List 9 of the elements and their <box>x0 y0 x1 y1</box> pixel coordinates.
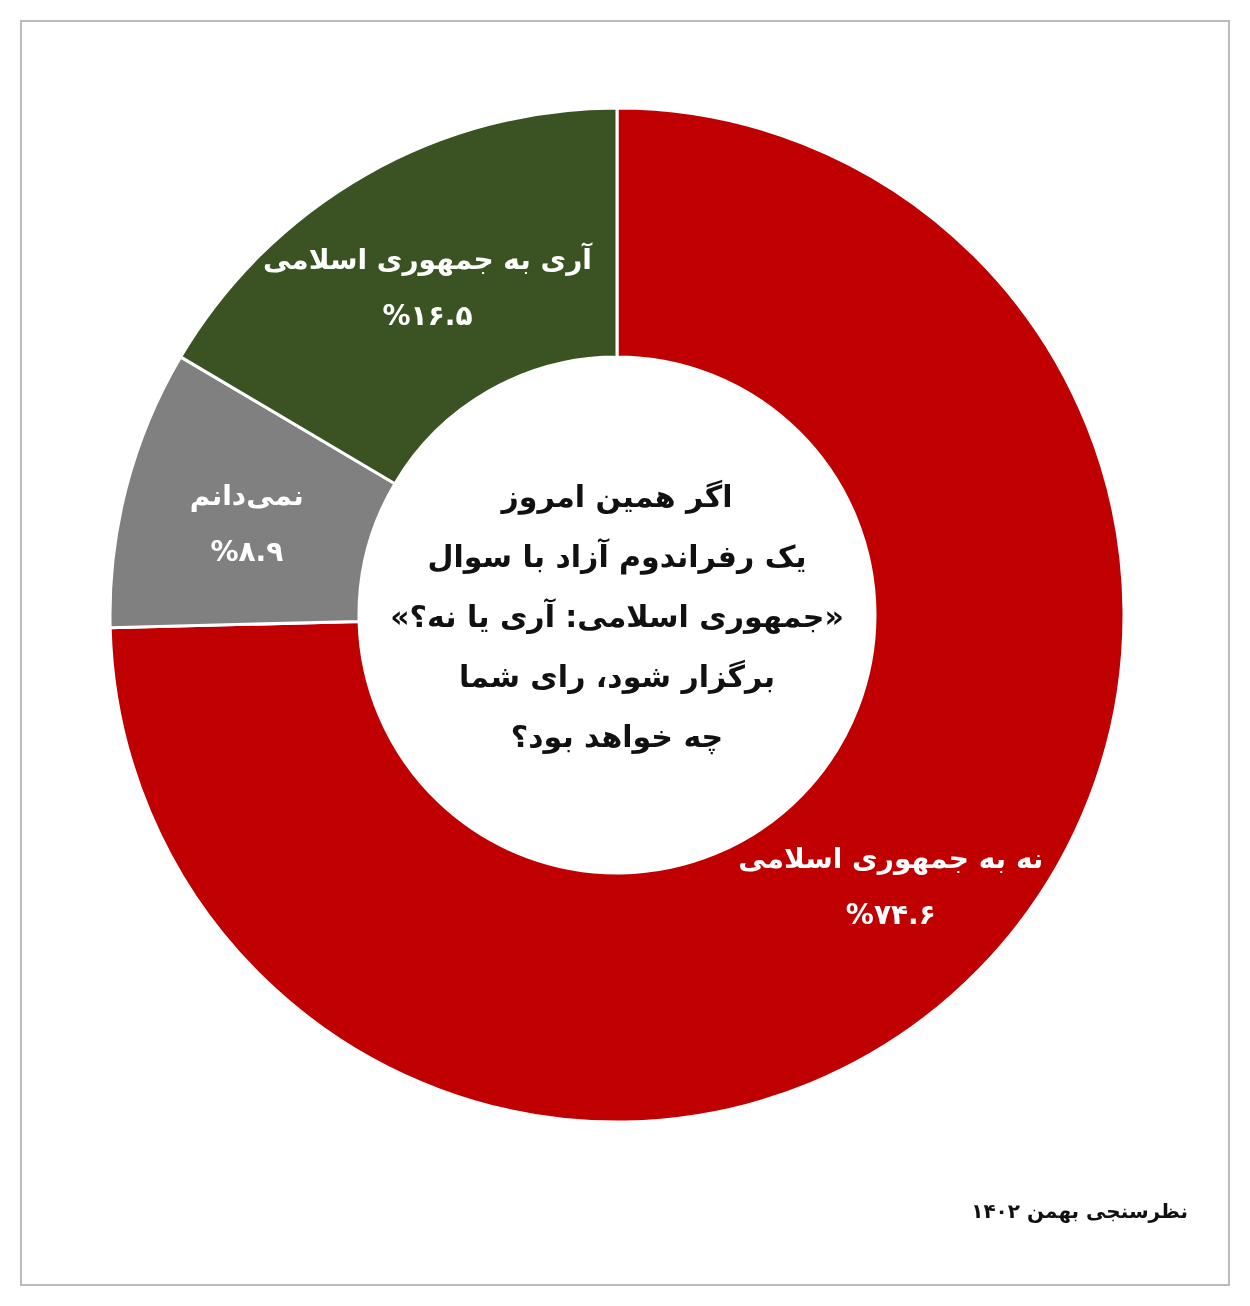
data-label: %۷۴.۶ <box>845 898 936 932</box>
slice-label: نمی‌دانم <box>189 478 304 512</box>
data-label: %۸.۹ <box>210 534 284 568</box>
slice-label: نه به جمهوری اسلامی <box>738 842 1044 876</box>
text: اگر همین امروز یک رفراندوم آزاد با سوال «جمهوری اسلامی: آری یا نه؟» برگزار شود، رای شما چه خواهد بود؟ <box>390 479 844 755</box>
slice-label: آری به جمهوری اسلامی <box>263 241 594 276</box>
data-label: %۱۶.۵ <box>382 298 473 332</box>
text: نظرسنجی بهمن ۱۴۰۲ <box>971 1199 1188 1223</box>
donut-slice <box>108 106 1125 1124</box>
